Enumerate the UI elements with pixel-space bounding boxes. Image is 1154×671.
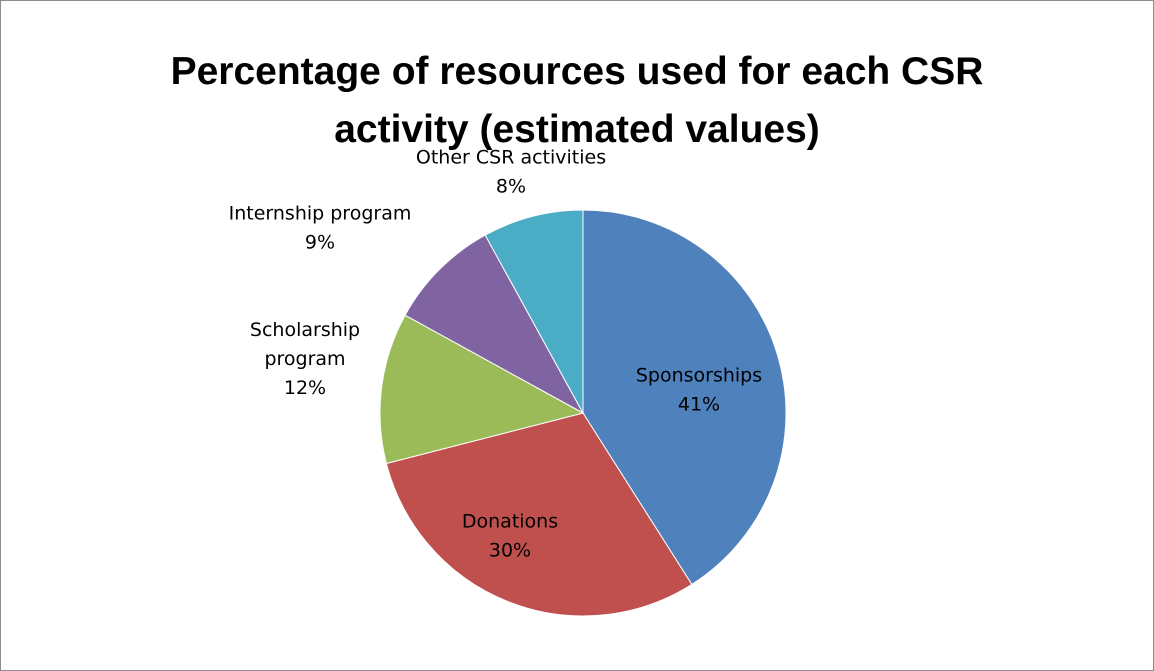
data-label-value: 30% [489, 540, 531, 562]
chart-title-line-2: activity (estimated values) [334, 108, 820, 151]
data-label-category: Other CSR activities [416, 147, 606, 169]
data-label-category: Internship program [229, 203, 412, 225]
chart-title: Percentage of resources used for each CS… [171, 50, 984, 151]
data-label-scholarship-program: Scholarship program 12% [250, 319, 360, 399]
data-label-value: 41% [678, 394, 720, 416]
data-label-internship-program: Internship program 9% [229, 203, 412, 254]
chart-title-line-1: Percentage of resources used for each CS… [171, 50, 984, 93]
data-label-category: Donations [462, 511, 558, 533]
data-label-category: Sponsorships [636, 365, 762, 387]
data-label-sponsorships: Sponsorships 41% [636, 365, 762, 416]
data-label-category: Scholarship [250, 319, 360, 341]
pie-slice-sponsorships [582, 209, 787, 586]
pie-slice-internship-program [404, 234, 585, 415]
pie-slice-scholarship-program [379, 314, 585, 465]
pie-labels: Sponsorships 41% Donations 30% Scholarship pr… [229, 147, 763, 562]
data-label-value: 12% [284, 377, 326, 399]
data-label-value: 9% [305, 232, 335, 254]
data-label-donations: Donations 30% [462, 511, 558, 562]
data-label-other-csr-activities: Other CSR activities 8% [416, 147, 606, 198]
data-label-value: 8% [496, 176, 526, 198]
pie-slice-donations [385, 412, 693, 617]
pie-slices [379, 209, 787, 617]
data-label-category: program [264, 348, 345, 370]
pie-slice-other-csr-activities [484, 209, 584, 414]
